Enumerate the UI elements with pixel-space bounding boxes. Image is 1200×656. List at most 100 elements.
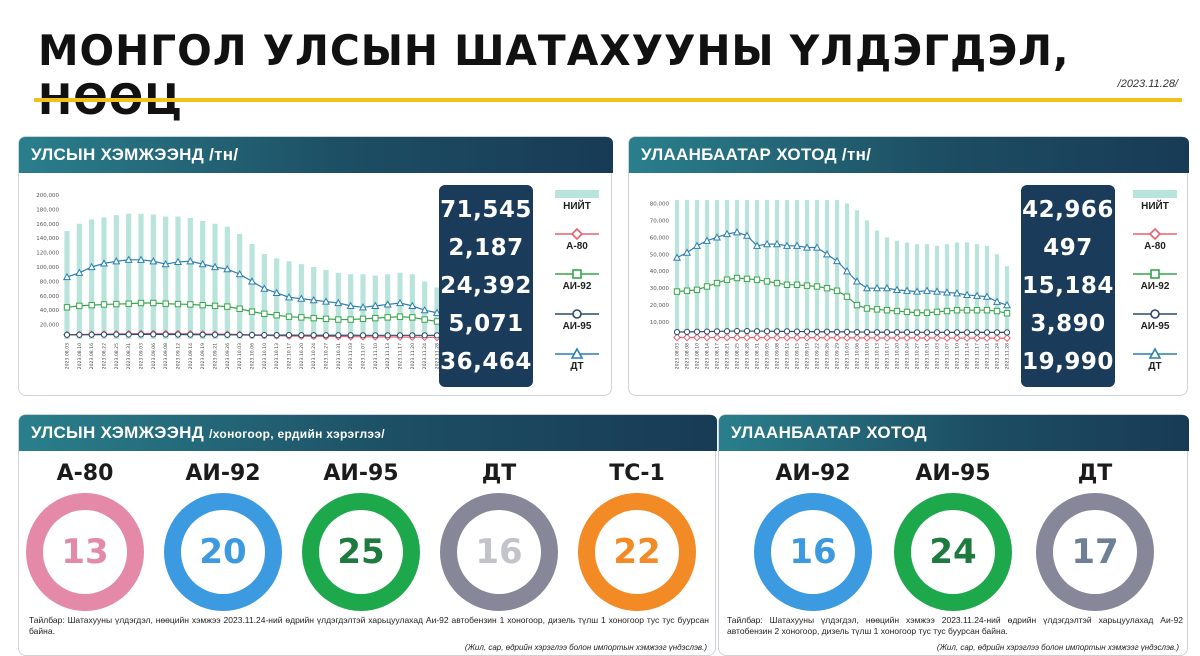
national-x-tick: 2023.11.24 — [422, 343, 428, 369]
ub-a80-point — [703, 333, 711, 342]
national-legend-ai92: АИ-92 — [547, 267, 607, 292]
ub-x-tick: 2023.09.29 — [835, 343, 841, 369]
national-x-tick: 2023.09.19 — [200, 343, 206, 369]
ub-x-tick: 2023.09.26 — [825, 343, 831, 369]
ub-ai95-point — [963, 329, 971, 336]
national-dt-point — [112, 257, 121, 265]
national-total-bar — [261, 254, 267, 339]
national-y-tick: 40,000 — [40, 308, 60, 314]
national-legend-total-swatch — [555, 190, 599, 198]
ub-ai95-point — [983, 329, 991, 336]
national-ai95-point — [322, 332, 330, 339]
national-ai95-point — [248, 331, 256, 339]
national-ai92-point — [162, 300, 169, 307]
national-dt-point — [395, 298, 405, 307]
national-dt-point — [321, 297, 331, 305]
national-ai92-point — [125, 300, 132, 307]
ub-ai95-point — [703, 328, 711, 335]
national-days-item: ДТ 16 — [429, 461, 569, 611]
national-days-panel: УЛСЫН ХЭМЖЭЭНД /хоногоор, ердийн хэрэглэ… — [18, 414, 717, 656]
national-ai95-point — [125, 331, 132, 338]
national-ai92-point — [347, 316, 354, 323]
ub-x-tick: 2023.08.03 — [675, 343, 681, 369]
ub-ai92-point — [823, 284, 831, 292]
ub-a80-point — [923, 334, 931, 342]
national-y-tick: 200,000 — [36, 193, 59, 199]
ub-a80-point — [723, 333, 731, 342]
ub-total-bar — [984, 245, 990, 339]
national-ai95-point — [63, 331, 71, 338]
national-value-box: 71,545 2,187 24,392 5,071 36,464 — [439, 185, 533, 387]
ub-ai92-point — [943, 307, 951, 315]
ub-dt-point — [992, 297, 1002, 305]
national-x-tick: 2023.08.22 — [102, 343, 108, 369]
ub-y-tick: 60,000 — [650, 235, 670, 241]
ub-days-value: 24 — [929, 532, 977, 572]
ub-dt-point — [942, 288, 952, 296]
ub-ai95-point — [743, 327, 751, 335]
ub-a80-point — [1003, 334, 1011, 343]
ub-x-tick: 2023.08.14 — [705, 343, 711, 369]
ub-a80-point — [863, 334, 871, 342]
national-days-value: 25 — [337, 532, 385, 572]
national-ai92-point — [261, 310, 268, 318]
ub-total-bar — [674, 200, 680, 339]
national-x-tick: 2023.09.21 — [213, 343, 219, 369]
national-total-bar — [64, 231, 70, 339]
ub-dt-point — [902, 286, 912, 294]
national-stock-panel: УЛСЫН ХЭМЖЭЭНД /тн/ 20,000 40,000 60,000 80… — [18, 136, 613, 396]
ub-stock-panel: УЛААНБААТАР ХОТОД /тн/ 10,000 20,000 30,00… — [628, 136, 1189, 396]
ub-ai92-point — [923, 309, 931, 316]
national-days-note: Тайлбар: Шатахууны үлдэгдэл, нөөцийн хэм… — [29, 615, 709, 636]
ub-y-tick: 70,000 — [650, 218, 670, 224]
ub-x-tick: 2023.09.08 — [775, 343, 781, 369]
national-ai92-point — [372, 314, 379, 322]
ub-ai95-point — [943, 329, 951, 336]
national-total-bar — [138, 213, 144, 339]
national-ai95-point — [384, 332, 391, 339]
ub-days-label: АИ-92 — [775, 461, 851, 486]
ub-ai95-point — [683, 328, 691, 335]
national-total-bar — [126, 213, 132, 339]
national-ai95-point — [310, 332, 317, 339]
ub-x-tick: 2023.11.14 — [965, 343, 971, 369]
ub-x-tick: 2023.11.10 — [955, 343, 961, 369]
ub-ai92-point — [803, 282, 811, 289]
ub-a80-line — [677, 336, 1008, 339]
ub-a80-point — [873, 334, 881, 342]
national-ai95-point — [421, 332, 428, 339]
national-ai95-point — [273, 332, 280, 339]
ub-x-tick: 2023.10.10 — [865, 343, 871, 369]
national-x-tick: 2023.09.03 — [139, 343, 145, 369]
national-dt-point — [136, 255, 146, 263]
national-legend-dt: ДТ — [547, 347, 607, 372]
national-y-tick: 160,000 — [36, 222, 59, 228]
ub-legend-ai95: АИ-95 — [1125, 307, 1185, 332]
national-y-tick: 80,000 — [40, 279, 60, 285]
national-x-tick: 2023.10.20 — [299, 343, 305, 369]
ub-legend-total-label: НИЙТ — [1141, 201, 1169, 212]
ub-ai92-point — [973, 307, 981, 314]
ub-a80-point — [913, 334, 921, 342]
ub-legend-total-swatch — [1133, 190, 1177, 198]
national-dt-point — [272, 288, 281, 297]
national-ai92-point — [248, 308, 256, 315]
national-ai92-point — [211, 302, 219, 310]
national-legend-a80-label: А-80 — [566, 241, 588, 252]
line-marker-icon — [1133, 309, 1177, 319]
ub-dt-point — [962, 290, 972, 299]
ub-ai92-point — [1003, 310, 1011, 317]
ub-legend-a80: А-80 — [1125, 227, 1185, 252]
national-ai92-point — [384, 314, 391, 321]
ub-a80-point — [983, 334, 991, 343]
national-days-ring: 25 — [302, 493, 420, 611]
national-x-tick: 2023.11.20 — [410, 343, 416, 369]
ub-dt-point — [812, 243, 822, 251]
national-y-tick: 180,000 — [36, 207, 59, 213]
ub-x-tick: 2023.10.03 — [845, 343, 851, 369]
bar-swatch-icon — [1133, 190, 1177, 198]
ub-days-ring: 24 — [894, 493, 1012, 611]
ub-legend-ai95-label: АИ-95 — [1140, 321, 1170, 332]
ub-ai92-point — [713, 279, 721, 287]
ub-ai92-point — [833, 287, 841, 294]
